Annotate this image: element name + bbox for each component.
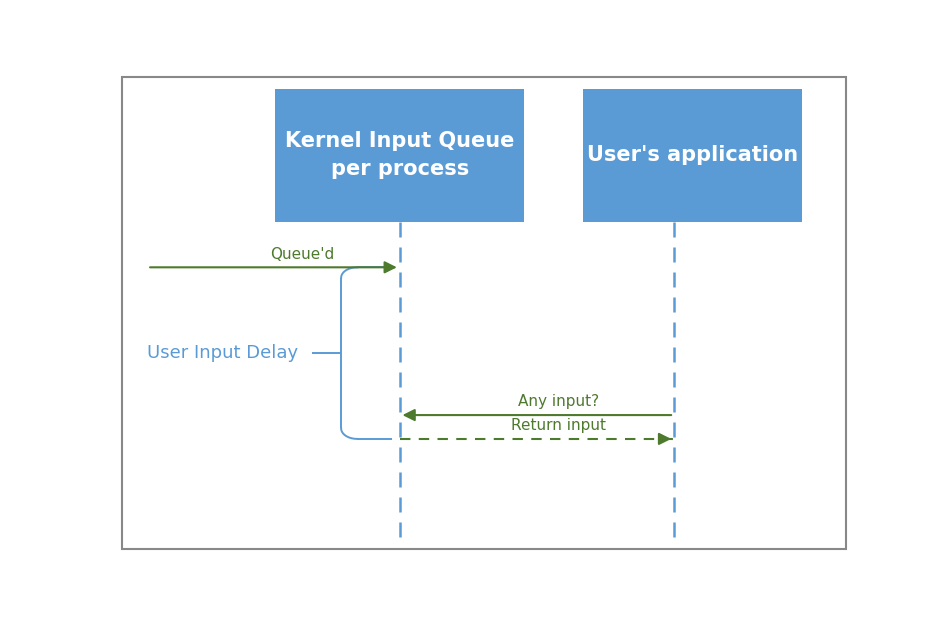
FancyBboxPatch shape xyxy=(276,89,524,222)
Text: User Input Delay: User Input Delay xyxy=(147,344,298,362)
Text: Any input?: Any input? xyxy=(518,394,599,409)
FancyBboxPatch shape xyxy=(582,89,802,222)
Text: Queue'd: Queue'd xyxy=(271,246,335,262)
Text: Kernel Input Queue
per process: Kernel Input Queue per process xyxy=(285,131,514,180)
Text: Return input: Return input xyxy=(512,418,606,433)
Text: User's application: User's application xyxy=(587,145,798,165)
